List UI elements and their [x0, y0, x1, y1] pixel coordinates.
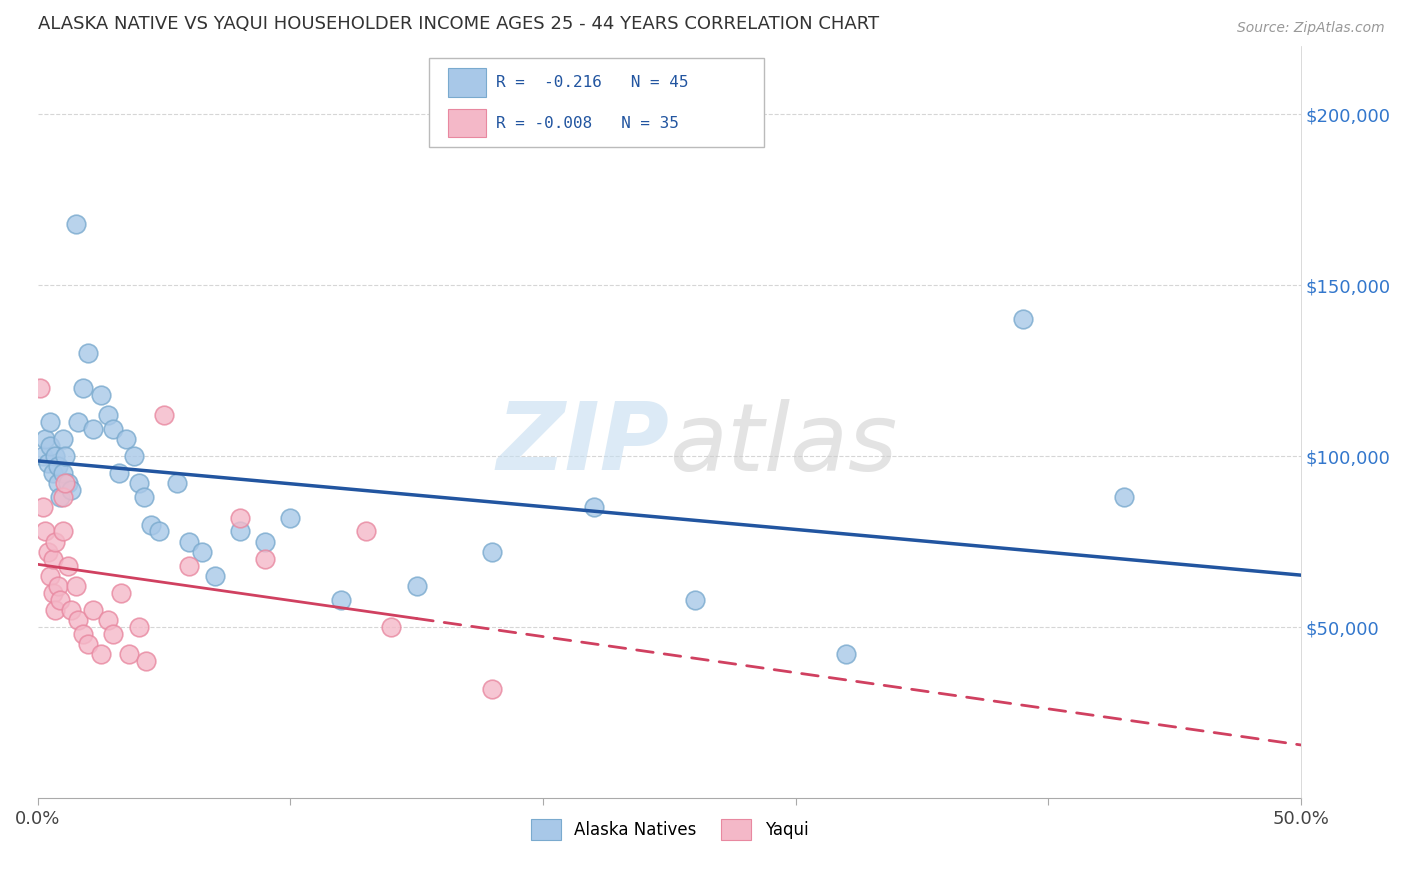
Point [39, 439, 62, 453]
Point [34, 432, 56, 446]
Point [77, 346, 100, 360]
Point [65, 217, 87, 231]
Text: R = -0.008   N = 35: R = -0.008 N = 35 [496, 116, 679, 130]
Point [117, 648, 139, 662]
Point [166, 476, 188, 491]
Point [42, 551, 65, 566]
Point [204, 569, 226, 583]
Point [354, 524, 377, 539]
Point [481, 545, 503, 559]
Point [835, 648, 858, 662]
Point [39, 569, 62, 583]
Point [179, 534, 201, 549]
Point [103, 627, 125, 641]
Point [329, 592, 352, 607]
Point [683, 592, 706, 607]
Point [67, 613, 90, 627]
Point [67, 415, 90, 429]
Point [34, 524, 56, 539]
Point [90, 648, 112, 662]
Point [37, 545, 59, 559]
Text: atlas: atlas [669, 399, 897, 490]
Point [31, 500, 53, 515]
Point [122, 449, 145, 463]
Point [55, 449, 77, 463]
Point [128, 620, 150, 634]
Point [52, 432, 75, 446]
Point [44, 534, 66, 549]
Point [582, 500, 605, 515]
Point [77, 637, 100, 651]
Point [1114, 490, 1136, 504]
Point [56, 558, 79, 573]
Point [97, 613, 120, 627]
Point [103, 422, 125, 436]
Point [115, 432, 138, 446]
Legend: Alaska Natives, Yaqui: Alaska Natives, Yaqui [524, 813, 815, 847]
Text: Source: ZipAtlas.com: Source: ZipAtlas.com [1237, 21, 1385, 36]
Point [44, 449, 66, 463]
Point [110, 586, 132, 600]
Text: ZIP: ZIP [496, 399, 669, 491]
Bar [449, 69, 486, 97]
Point [153, 408, 176, 422]
Point [49, 490, 72, 504]
Point [52, 490, 75, 504]
Point [481, 681, 503, 696]
Point [148, 524, 170, 539]
Point [179, 558, 201, 573]
Point [39, 415, 62, 429]
Point [405, 579, 427, 593]
Point [132, 490, 155, 504]
Point [42, 586, 65, 600]
Point [52, 524, 75, 539]
Point [254, 551, 277, 566]
Point [191, 545, 214, 559]
Point [82, 603, 104, 617]
Point [141, 517, 163, 532]
Text: ALASKA NATIVE VS YAQUI HOUSEHOLDER INCOME AGES 25 - 44 YEARS CORRELATION CHART: ALASKA NATIVE VS YAQUI HOUSEHOLDER INCOM… [38, 15, 879, 33]
Point [46, 579, 69, 593]
Point [82, 422, 104, 436]
Point [135, 654, 157, 668]
Point [107, 467, 129, 481]
Text: R =  -0.216   N = 45: R = -0.216 N = 45 [496, 75, 689, 90]
Point [52, 467, 75, 481]
Point [46, 476, 69, 491]
Point [46, 459, 69, 474]
Point [37, 456, 59, 470]
Point [97, 408, 120, 422]
Point [90, 387, 112, 401]
Point [42, 467, 65, 481]
Point [72, 381, 94, 395]
Point [31, 449, 53, 463]
Point [59, 603, 82, 617]
Point [65, 579, 87, 593]
Point [72, 627, 94, 641]
Point [280, 510, 302, 524]
Point [128, 476, 150, 491]
Point [254, 534, 277, 549]
Point [55, 476, 77, 491]
Point [59, 483, 82, 498]
Point [44, 603, 66, 617]
Point [49, 592, 72, 607]
FancyBboxPatch shape [429, 59, 763, 147]
Point [1012, 312, 1035, 326]
Point [229, 524, 252, 539]
Bar [449, 109, 486, 137]
Point [229, 510, 252, 524]
Point [30, 381, 52, 395]
Point [380, 620, 402, 634]
Point [56, 476, 79, 491]
